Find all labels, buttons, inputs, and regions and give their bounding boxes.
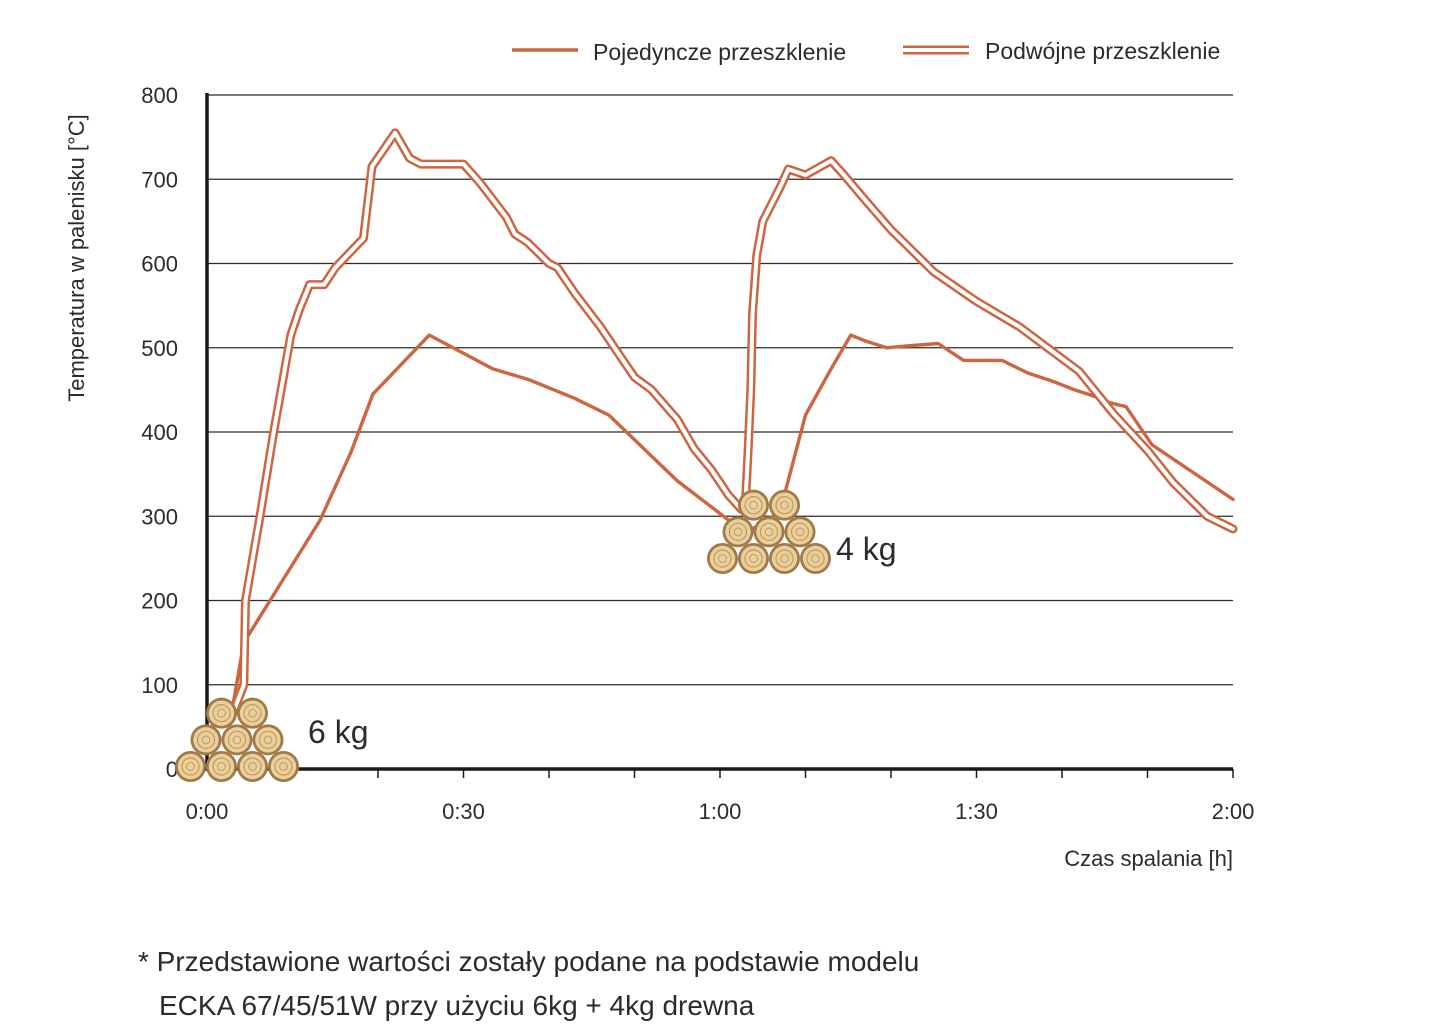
x-tick-label: 1:30 <box>955 799 998 824</box>
log-ring <box>780 554 789 563</box>
x-tick-label: 0:00 <box>186 799 229 824</box>
y-tick-label: 300 <box>141 504 178 529</box>
log-ring <box>744 496 763 515</box>
footnote: * Przedstawione wartości zostały podane … <box>138 940 919 1028</box>
y-tick-label: 500 <box>141 336 178 361</box>
log-ring <box>279 762 288 771</box>
log-ring <box>775 496 794 515</box>
log-ring <box>186 762 195 771</box>
y-tick-label: 800 <box>141 83 178 108</box>
y-axis-title: Temperatura w palenisku [°C] <box>64 114 89 402</box>
log-ring <box>212 704 231 723</box>
wood-log <box>800 543 831 574</box>
log-ring <box>749 500 758 510</box>
footnote-line-2: ECKA 67/45/51W przy użyciu 6kg + 4kg dre… <box>159 990 755 1021</box>
series-podwójne-przeszklenie-inner <box>228 130 1235 721</box>
wood-log <box>738 543 769 574</box>
footnote-line-1: * Przedstawione wartości zostały podane … <box>138 946 920 977</box>
log-ring <box>780 500 789 510</box>
wood-log <box>237 751 268 782</box>
series-lines <box>226 128 1238 729</box>
log-ring <box>196 730 216 749</box>
x-axis-title: Czas spalania [h] <box>1064 846 1233 871</box>
legend: Pojedyncze przeszklenie Podwójne przeszkl… <box>512 38 1220 65</box>
log-ring <box>806 549 825 568</box>
log-ring <box>713 549 732 568</box>
log-ring <box>212 757 231 776</box>
wood-log <box>738 489 769 521</box>
wood-log <box>722 516 754 548</box>
y-tick-label: 0 <box>166 757 178 782</box>
log-ring <box>811 554 820 563</box>
log-ring <box>718 554 727 563</box>
log-ring <box>258 730 278 749</box>
annotation-6kg: 6 kg <box>308 714 368 750</box>
legend-label-double: Podwójne przeszklenie <box>985 38 1220 64</box>
log-ring <box>217 708 226 718</box>
y-tick-label: 700 <box>141 167 178 192</box>
log-ring <box>217 762 226 771</box>
wood-log <box>190 724 222 756</box>
x-tick-label: 0:30 <box>442 799 485 824</box>
wood-piles <box>175 489 831 782</box>
wood-log <box>206 751 237 782</box>
annotations: 6 kg 4 kg <box>308 531 896 750</box>
wood-log <box>206 697 237 729</box>
x-tick-labels: 0:00 0:30 1:00 1:30 2:00 <box>186 799 1255 824</box>
gridlines <box>207 94 1233 686</box>
log-ring <box>274 757 293 776</box>
wood-log <box>237 697 268 729</box>
y-tick-label: 600 <box>141 252 178 277</box>
wood-log <box>221 724 253 756</box>
log-ring <box>243 757 262 776</box>
log-ring <box>764 527 774 537</box>
log-ring <box>248 708 257 718</box>
wood-log <box>175 751 206 782</box>
log-ring <box>759 522 779 541</box>
x-tick-label: 1:00 <box>699 799 742 824</box>
series-podwójne-przeszklenie-outer <box>226 128 1238 723</box>
log-ring <box>733 527 743 537</box>
wood-pile-4kg <box>707 489 831 574</box>
temperature-chart: 0 100 200 300 400 500 600 700 800 0:00 0:30 1:00 1:… <box>64 38 1255 871</box>
wood-log <box>784 516 816 548</box>
x-tick-label: 2:00 <box>1212 799 1255 824</box>
log-ring <box>775 549 794 568</box>
wood-log <box>753 516 785 548</box>
wood-log <box>707 543 738 574</box>
log-ring <box>749 554 758 563</box>
annotation-4kg: 4 kg <box>836 531 896 567</box>
wood-log <box>769 489 800 521</box>
wood-log <box>268 751 299 782</box>
log-ring <box>232 735 242 745</box>
legend-label-single: Pojedyncze przeszklenie <box>593 39 846 65</box>
log-ring <box>744 549 763 568</box>
y-tick-label: 400 <box>141 420 178 445</box>
log-ring <box>263 735 273 745</box>
series-pojedyncze-przeszklenie <box>227 333 1235 729</box>
log-ring <box>795 527 805 537</box>
log-ring <box>227 730 247 749</box>
wood-log <box>769 543 800 574</box>
y-tick-label: 200 <box>141 589 178 614</box>
y-tick-label: 100 <box>141 673 178 698</box>
log-ring <box>248 762 257 771</box>
log-ring <box>790 522 810 541</box>
y-tick-labels: 0 100 200 300 400 500 600 700 800 <box>141 83 178 782</box>
log-ring <box>243 704 262 723</box>
log-ring <box>728 522 748 541</box>
log-ring <box>181 757 200 776</box>
log-ring <box>201 735 211 745</box>
wood-pile-6kg <box>175 697 299 782</box>
axes <box>205 93 1234 778</box>
wood-log <box>252 724 284 756</box>
